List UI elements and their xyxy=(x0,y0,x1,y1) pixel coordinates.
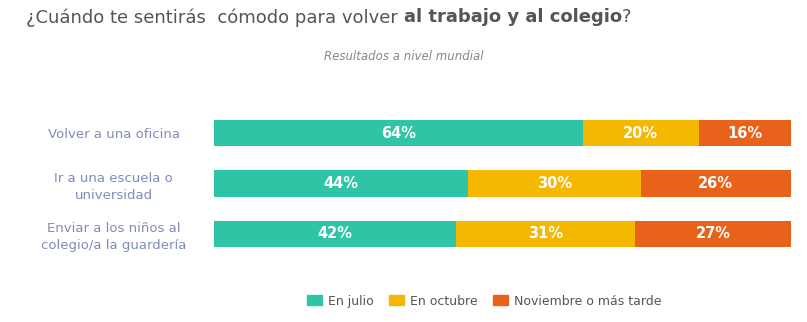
Text: ?: ? xyxy=(621,8,631,26)
Bar xyxy=(468,170,641,197)
Text: al trabajo y al colegio: al trabajo y al colegio xyxy=(404,8,621,26)
Text: 42%: 42% xyxy=(317,226,353,242)
Bar xyxy=(214,120,583,146)
Text: 16%: 16% xyxy=(727,126,763,141)
Text: 44%: 44% xyxy=(324,176,358,191)
Bar xyxy=(635,221,791,247)
Text: ¿Cuándo te sentirás  cómodo para volver: ¿Cuándo te sentirás cómodo para volver xyxy=(26,8,404,26)
Bar xyxy=(641,170,791,197)
Text: 31%: 31% xyxy=(528,226,563,242)
Bar xyxy=(214,170,468,197)
Text: 30%: 30% xyxy=(537,176,572,191)
Text: 26%: 26% xyxy=(698,176,734,191)
Bar xyxy=(214,221,456,247)
Bar xyxy=(699,120,791,146)
Text: 64%: 64% xyxy=(381,126,416,141)
Text: 20%: 20% xyxy=(623,126,659,141)
Legend: En julio, En octubre, Noviembre o más tarde: En julio, En octubre, Noviembre o más ta… xyxy=(302,289,667,313)
Text: Resultados a nivel mundial: Resultados a nivel mundial xyxy=(324,50,483,63)
Bar xyxy=(583,120,699,146)
Bar xyxy=(456,221,635,247)
Text: 27%: 27% xyxy=(696,226,730,242)
